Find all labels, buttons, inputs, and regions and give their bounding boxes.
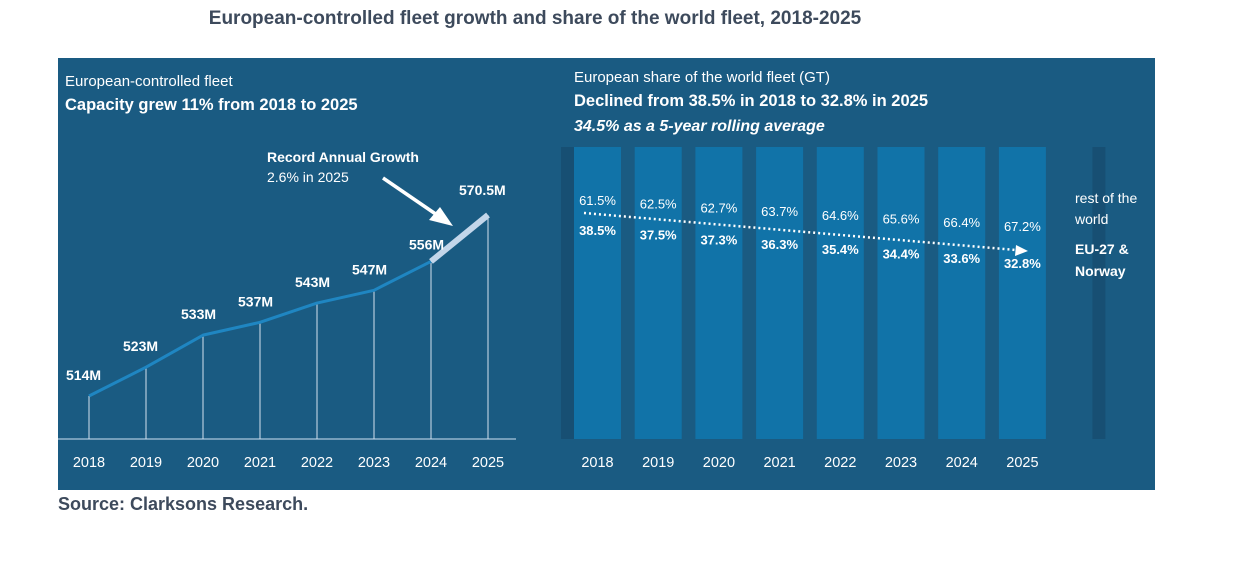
rest-of-world-label: 62.7% [700,200,737,215]
data-label: 514M [66,367,101,383]
fleet-line-chart: 514M 523M 533M 537M 543M 547M 556M 570.5M 2018 20… [58,149,516,471]
world-share-bar-chart: 61.5% 38.5% 2018 62.5% 37.5% 2019 62.7% 37.3% 20… [561,147,1137,471]
x-tick-label: 2025 [472,455,504,471]
eu-share-label: 35.4% [822,242,859,257]
legend-rest-line2: world [1074,211,1108,227]
eu-share-label: 37.5% [640,228,677,243]
world-share-panel: European share of the world fleet (GT) D… [540,58,1155,490]
share-bar [634,147,682,439]
data-label: 543M [295,274,330,290]
share-bar [938,147,986,439]
x-tick-label: 2018 [581,455,613,471]
data-label: 533M [181,306,216,322]
x-tick-label: 2022 [301,455,333,471]
main-title: European-controlled fleet growth and sha… [208,8,862,29]
rest-of-world-label: 62.5% [640,197,677,212]
left-panel-subtitle: European-controlled fleet [65,73,233,90]
data-label: 547M [352,261,387,277]
share-bar [998,147,1046,439]
share-bar [695,147,743,439]
share-bar [574,147,621,439]
fleet-capacity-panel: European-controlled fleet Capacity grew … [58,58,540,490]
share-bar [816,147,864,439]
bar-gap-strip [561,147,574,439]
right-panel-headline: Declined from 38.5% in 2018 to 32.8% in … [574,92,928,110]
annotation-arrow-head [429,207,453,226]
annotation-text: 2.6% in 2025 [267,169,349,185]
data-label: 570.5M [459,182,506,198]
trend-arrow-head [1015,245,1028,256]
x-tick-label: 2023 [358,455,390,471]
legend-eu-line1: EU-27 & [1075,241,1129,257]
bar-gap-strip [1092,147,1106,439]
data-label: 556M [409,236,444,252]
source-note: Source: Clarksons Research. [58,494,309,514]
trend-line [583,211,1017,252]
legend-rest-line1: rest of the [1075,190,1137,206]
record-growth-segment [429,212,490,264]
eu-share-label: 34.4% [883,247,920,262]
x-tick-label: 2022 [824,455,856,471]
x-tick-label: 2018 [73,455,105,471]
left-panel-headline: Capacity grew 11% from 2018 to 2025 [65,96,358,114]
rest-of-world-label: 61.5% [579,193,616,208]
x-tick-label: 2021 [244,455,276,471]
annotation-title: Record Annual Growth [267,149,419,165]
rest-of-world-label: 64.6% [822,208,859,223]
x-tick-label: 2021 [763,455,795,471]
annotation-arrow-line [382,176,441,219]
eu-share-label: 33.6% [943,251,980,266]
x-tick-label: 2024 [946,455,978,471]
x-tick-label: 2023 [885,455,917,471]
data-label: 523M [123,338,158,354]
eu-share-label: 32.8% [1004,256,1041,271]
rest-of-world-label: 67.2% [1004,219,1041,234]
x-tick-label: 2020 [187,455,219,471]
eu-share-label: 36.3% [761,237,798,252]
data-label: 537M [238,293,273,309]
x-tick-label: 2019 [642,455,674,471]
x-tick-label: 2020 [703,455,735,471]
right-panel-subheadline: 34.5% as a 5-year rolling average [574,118,825,135]
fleet-line-series [88,260,432,398]
rest-of-world-label: 63.7% [761,204,798,219]
x-tick-label: 2025 [1006,455,1038,471]
rest-of-world-label: 65.6% [883,212,920,227]
share-bar [877,147,925,439]
right-panel-subtitle: European share of the world fleet (GT) [574,69,830,86]
eu-share-label: 37.3% [700,232,737,247]
share-bar [756,147,804,439]
rest-of-world-label: 66.4% [943,215,980,230]
eu-share-label: 38.5% [579,223,616,238]
x-tick-label: 2024 [415,455,447,471]
x-tick-label: 2019 [130,455,162,471]
legend-eu-line2: Norway [1075,263,1126,279]
